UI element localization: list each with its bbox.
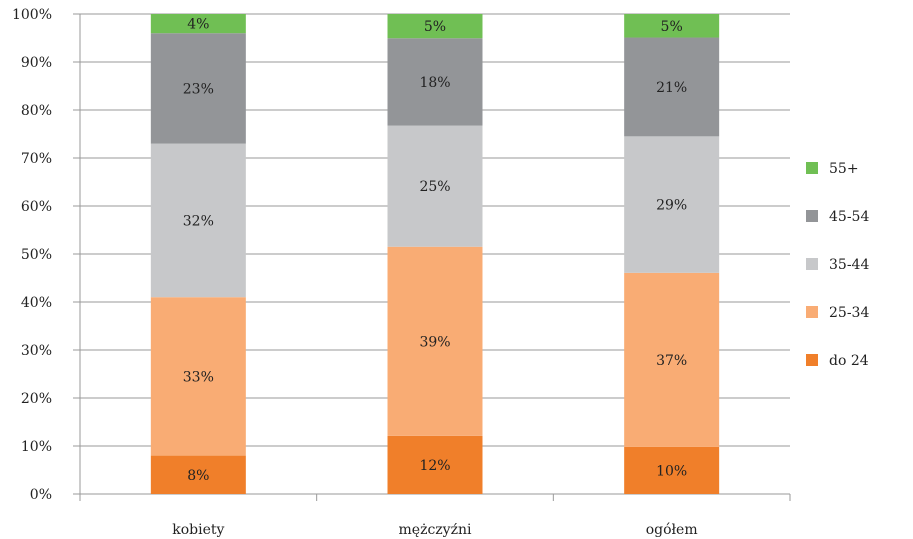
bar-segment [624, 446, 720, 494]
data-label: 10% [656, 463, 687, 479]
x-axis: kobiety mężczyźni ogółem [79, 14, 791, 538]
data-label: 18% [419, 75, 450, 91]
legend-label: 55+ [829, 161, 859, 177]
x-category-label: ogółem [646, 522, 698, 538]
bar-segment [150, 33, 246, 144]
data-label: 4% [187, 17, 209, 33]
bar-segment [624, 14, 720, 38]
data-label: 29% [656, 198, 687, 214]
data-label: 23% [183, 81, 214, 97]
legend-swatch [806, 258, 818, 270]
legend-swatch [806, 210, 818, 222]
y-axis-ticks: 0% 10% 20% 30% 40% 50% 60% 70% 80% 90% 100% [12, 7, 52, 503]
y-tick-label: 30% [21, 343, 52, 359]
bar-segment [387, 435, 483, 494]
data-label: 8% [187, 468, 209, 484]
bar-segment [624, 37, 720, 137]
y-tick-label: 70% [21, 151, 52, 167]
y-tick-label: 40% [21, 295, 52, 311]
bar-segment [150, 297, 246, 456]
legend: 55+ 45-54 35-44 25-34 do 24 [806, 161, 869, 369]
legend-label: do 24 [829, 353, 869, 369]
y-tick-label: 20% [21, 391, 52, 407]
y-tick-label: 60% [21, 199, 52, 215]
data-label: 33% [183, 369, 214, 385]
x-category-label: kobiety [172, 522, 224, 538]
data-label: 37% [656, 353, 687, 369]
legend-label: 35-44 [829, 257, 869, 273]
bar-segment [150, 14, 246, 34]
data-label: 12% [419, 458, 450, 474]
legend-label: 25-34 [829, 305, 869, 321]
bars: 8% 33% 32% 23% 4% 12% 39% 25% 18% 5% 10% 37% 29% 21% 5… [150, 14, 720, 494]
data-label: 5% [661, 19, 683, 35]
x-category-label: mężczyźni [399, 522, 472, 538]
data-label: 21% [656, 80, 687, 96]
y-tick-label: 10% [21, 439, 52, 455]
bar-segment [387, 38, 483, 126]
y-tick-label: 80% [21, 103, 52, 119]
bar-segment [624, 136, 720, 273]
legend-swatch [806, 354, 818, 366]
bar-segment [387, 125, 483, 247]
data-label: 32% [183, 213, 214, 229]
legend-label: 45-54 [829, 209, 869, 225]
data-label: 25% [419, 179, 450, 195]
y-tick-label: 90% [21, 55, 52, 71]
legend-swatch [806, 306, 818, 318]
bar-segment [150, 143, 246, 298]
legend-swatch [806, 162, 818, 174]
bar-segment [387, 246, 483, 436]
bar-segment [150, 455, 246, 494]
y-tick-label: 0% [30, 487, 52, 503]
data-label: 39% [419, 334, 450, 350]
y-tick-label: 50% [21, 247, 52, 263]
y-tick-label: 100% [12, 7, 52, 23]
bar-segment [624, 272, 720, 447]
bar-segment [387, 14, 483, 39]
data-label: 5% [424, 19, 446, 35]
